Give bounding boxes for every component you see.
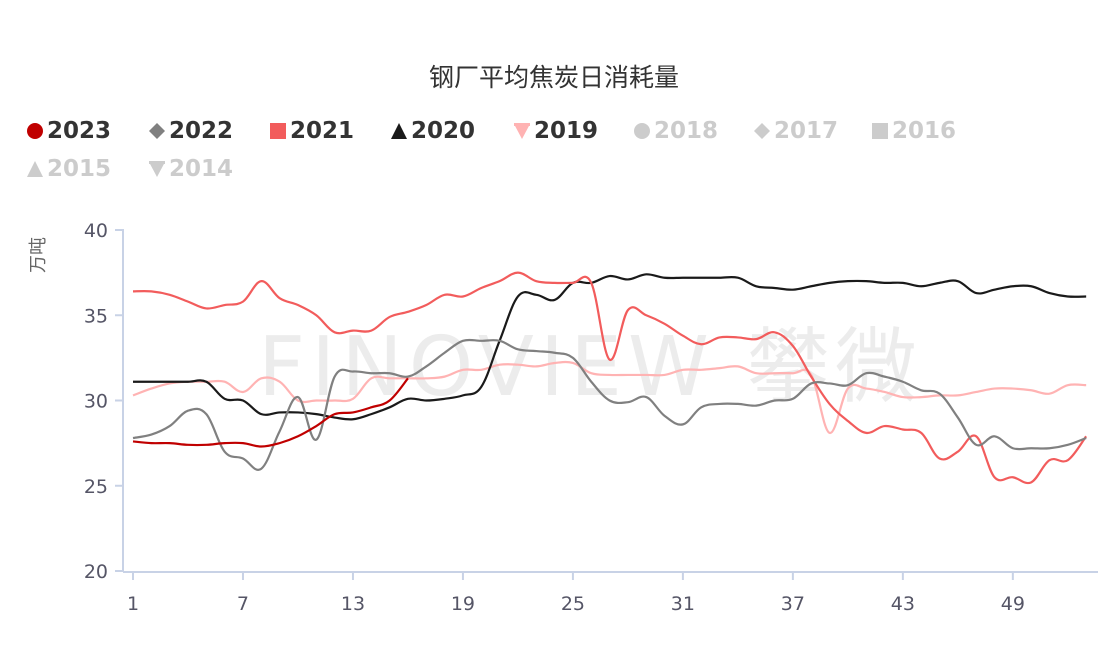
legend-label: 2019 xyxy=(534,118,599,144)
legend-item-2021[interactable]: 2021 xyxy=(269,118,354,144)
legend-item-2023[interactable]: 2023 xyxy=(26,118,111,144)
legend-label: 2020 xyxy=(411,118,476,144)
legend-item-2020[interactable]: 2020 xyxy=(390,118,475,144)
axes: 20 25 30 35 40 1 7 13 19 25 31 37 43 49 xyxy=(84,220,1098,615)
legend-label: 2022 xyxy=(169,118,234,144)
series-line-2019[interactable] xyxy=(132,360,1087,435)
diamond-icon xyxy=(148,122,169,140)
legend-label: 2023 xyxy=(47,118,112,144)
legend-label: 2021 xyxy=(290,118,355,144)
legend-item-2018[interactable]: 2018 xyxy=(633,118,718,144)
square-icon xyxy=(871,122,892,140)
legend-item-2019[interactable]: 2019 xyxy=(513,118,598,144)
series-line-2020[interactable] xyxy=(133,273,1087,421)
x-tick-label: 19 xyxy=(451,593,475,615)
triangle-down-icon xyxy=(513,122,534,140)
legend-label: 2017 xyxy=(774,118,839,144)
legend-item-2014[interactable]: 2014 xyxy=(148,156,233,182)
y-tick-label: 30 xyxy=(84,391,108,413)
diamond-icon xyxy=(753,122,774,140)
watermark: FINOVIEW 攀微 xyxy=(258,320,924,415)
legend-item-2015[interactable]: 2015 xyxy=(26,156,111,182)
legend-label: 2014 xyxy=(169,156,234,182)
x-tick-label: 31 xyxy=(671,593,695,615)
triangle-down-icon xyxy=(148,160,169,178)
y-axis-label: 万吨 xyxy=(28,237,49,273)
x-tick-label: 43 xyxy=(891,593,915,615)
legend-item-2016[interactable]: 2016 xyxy=(871,118,956,144)
x-tick-label: 25 xyxy=(561,593,585,615)
y-tick-label: 35 xyxy=(84,305,108,327)
y-tick-label: 25 xyxy=(84,476,108,498)
triangle-icon xyxy=(26,160,47,178)
legend-label: 2016 xyxy=(892,118,957,144)
series-line-2021[interactable] xyxy=(132,271,1088,485)
series-lines xyxy=(132,271,1088,485)
legend-item-2022[interactable]: 2022 xyxy=(148,118,233,144)
legend-label: 2018 xyxy=(654,118,719,144)
legend-label: 2015 xyxy=(47,156,112,182)
square-icon xyxy=(269,122,290,140)
x-tick-label: 49 xyxy=(1001,593,1025,615)
y-tick-label: 20 xyxy=(84,561,108,583)
y-tick-label: 40 xyxy=(84,220,108,242)
series-line-2023[interactable] xyxy=(132,377,409,448)
triangle-icon xyxy=(390,122,411,140)
x-tick-label: 1 xyxy=(127,593,139,615)
x-tick-label: 13 xyxy=(341,593,365,615)
circle-icon xyxy=(26,122,47,140)
x-tick-label: 37 xyxy=(781,593,805,615)
x-tick-label: 7 xyxy=(237,593,249,615)
series-line-2022[interactable] xyxy=(132,338,1087,471)
chart-title: 钢厂平均焦炭日消耗量 xyxy=(428,63,679,92)
legend-item-2017[interactable]: 2017 xyxy=(753,118,838,144)
circle-icon xyxy=(633,122,654,140)
